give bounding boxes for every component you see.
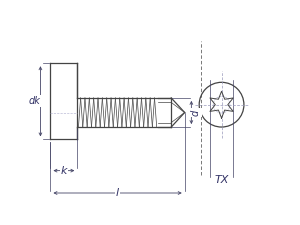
Text: TX: TX bbox=[214, 175, 229, 184]
Text: d: d bbox=[191, 109, 201, 116]
Text: k: k bbox=[61, 166, 67, 176]
Text: l: l bbox=[116, 188, 119, 198]
Text: dk: dk bbox=[29, 96, 41, 106]
